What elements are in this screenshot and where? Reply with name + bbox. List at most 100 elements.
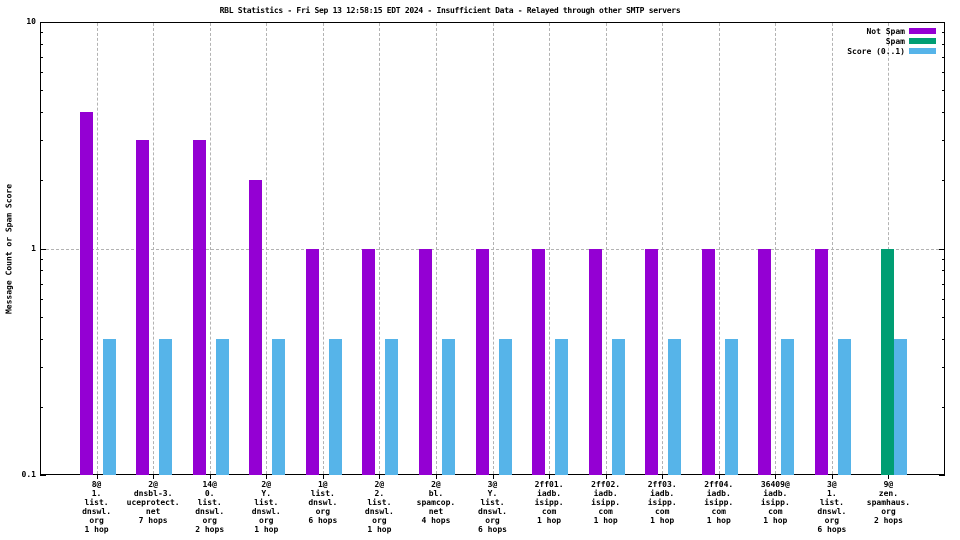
x-tick bbox=[492, 475, 494, 479]
bar-not-spam bbox=[136, 140, 150, 475]
bar-score-0-1 bbox=[385, 338, 399, 475]
bar-score-0-1 bbox=[781, 338, 795, 475]
y-minor-tick bbox=[40, 90, 43, 92]
legend: Not Spam Spam Score (0..1) bbox=[847, 26, 936, 56]
bar-score-0-1 bbox=[441, 338, 455, 475]
x-tick bbox=[379, 475, 381, 479]
x-tick bbox=[435, 475, 437, 479]
bar-score-0-1 bbox=[555, 338, 569, 475]
bar-not-spam bbox=[362, 248, 376, 475]
x-category-label: 2ff02. iadb. isipp. com 1 hop bbox=[591, 480, 621, 525]
y-minor-tick bbox=[942, 298, 945, 300]
x-category-label: 2ff04. iadb. isipp. com 1 hop bbox=[704, 480, 734, 525]
gridline-horizontal bbox=[41, 248, 944, 250]
y-minor-tick bbox=[40, 258, 43, 260]
x-tick bbox=[831, 475, 833, 479]
y-minor-tick bbox=[40, 112, 43, 114]
y-tick-label: 10 bbox=[26, 17, 36, 26]
bar-not-spam bbox=[701, 248, 715, 475]
chart-title: RBL Statistics - Fri Sep 13 12:58:15 EDT… bbox=[219, 6, 681, 15]
y-tick-label: 1 bbox=[31, 243, 36, 253]
x-category-label: 2ff03. iadb. isipp. com 1 hop bbox=[647, 480, 677, 525]
x-category-label: 3@ 1. list. dnswl. org 6 hops bbox=[817, 480, 847, 534]
bar-not-spam bbox=[418, 248, 432, 475]
y-minor-tick bbox=[942, 43, 945, 45]
x-tick bbox=[153, 475, 155, 479]
legend-row-score-0-1: Score (0..1) bbox=[847, 46, 936, 56]
y-minor-tick bbox=[40, 298, 43, 300]
y-minor-tick bbox=[942, 32, 945, 34]
x-category-label: 14@ 0. list. dnswl. org 2 hops bbox=[195, 480, 225, 534]
y-minor-tick bbox=[40, 406, 43, 408]
y-minor-tick bbox=[942, 72, 945, 74]
y-minor-tick bbox=[942, 283, 945, 285]
y-minor-tick bbox=[40, 32, 43, 34]
bar-score-0-1 bbox=[159, 338, 173, 475]
y-minor-tick bbox=[942, 366, 945, 368]
bar-score-0-1 bbox=[611, 338, 625, 475]
bar-not-spam bbox=[532, 248, 546, 475]
legend-label-spam: Spam bbox=[885, 36, 905, 46]
bar-score-0-1 bbox=[724, 338, 738, 475]
x-tick bbox=[266, 475, 268, 479]
y-minor-tick bbox=[40, 72, 43, 74]
legend-row-not-spam: Not Spam bbox=[847, 26, 936, 36]
x-tick bbox=[888, 475, 890, 479]
x-category-label: 8@ 1. list. dnswl. org 1 hop bbox=[82, 480, 112, 534]
bar-score-0-1 bbox=[498, 338, 512, 475]
bar-score-0-1 bbox=[837, 338, 851, 475]
x-category-label: 3@ Y. list. dnswl. org 6 hops bbox=[478, 480, 507, 534]
legend-row-spam: Spam bbox=[847, 36, 936, 46]
x-category-label: 2@ bl. spamcop. net 4 hops bbox=[416, 480, 456, 525]
y-tick-label: 0.1 bbox=[21, 470, 36, 479]
bar-not-spam bbox=[79, 112, 93, 475]
x-category-label: 1@ list. dnswl. org 6 hops bbox=[308, 480, 338, 525]
bar-score-0-1 bbox=[215, 338, 229, 475]
x-tick bbox=[605, 475, 607, 479]
x-tick bbox=[718, 475, 720, 479]
y-minor-tick bbox=[40, 366, 43, 368]
y-major-tick bbox=[40, 475, 46, 476]
bar-spam bbox=[881, 248, 895, 475]
y-minor-tick bbox=[40, 43, 43, 45]
y-minor-tick bbox=[942, 140, 945, 142]
x-category-label: 9@ zen. spamhaus. org 2 hops bbox=[866, 480, 911, 525]
legend-swatch-not-spam bbox=[909, 28, 936, 34]
bar-not-spam bbox=[758, 248, 772, 475]
y-minor-tick bbox=[942, 57, 945, 59]
bar-not-spam bbox=[475, 248, 489, 475]
x-category-label: 2ff01. iadb. isipp. com 1 hop bbox=[534, 480, 564, 525]
bar-not-spam bbox=[814, 248, 828, 475]
x-tick bbox=[96, 475, 98, 479]
y-minor-tick bbox=[942, 270, 945, 272]
bar-not-spam bbox=[192, 140, 206, 475]
x-category-label: 36409@ iadb. isipp. com 1 hop bbox=[760, 480, 790, 525]
x-tick bbox=[549, 475, 551, 479]
y-major-tick bbox=[939, 475, 945, 476]
y-minor-tick bbox=[942, 338, 945, 340]
bar-score-0-1 bbox=[272, 338, 286, 475]
bar-not-spam bbox=[249, 180, 263, 475]
y-minor-tick bbox=[40, 57, 43, 59]
x-category-label: 2@ dnsbl-3. uceprotect. net 7 hops bbox=[126, 480, 180, 525]
y-minor-tick bbox=[40, 180, 43, 182]
bar-score-0-1 bbox=[668, 338, 682, 475]
y-minor-tick bbox=[40, 140, 43, 142]
legend-label-score-0-1: Score (0..1) bbox=[847, 46, 905, 56]
y-minor-tick bbox=[40, 338, 43, 340]
x-tick bbox=[322, 475, 324, 479]
x-tick bbox=[662, 475, 664, 479]
bar-score-0-1 bbox=[894, 338, 908, 475]
y-major-tick bbox=[40, 248, 46, 250]
legend-label-not-spam: Not Spam bbox=[866, 26, 905, 36]
bar-not-spam bbox=[305, 248, 319, 475]
y-minor-tick bbox=[942, 316, 945, 318]
legend-swatch-spam bbox=[909, 38, 936, 44]
bar-not-spam bbox=[588, 248, 602, 475]
y-major-tick bbox=[40, 22, 46, 23]
y-minor-tick bbox=[40, 316, 43, 318]
x-category-label: 2@ 2. list. dnswl. org 1 hop bbox=[364, 480, 394, 534]
y-minor-tick bbox=[40, 270, 43, 272]
bar-not-spam bbox=[645, 248, 659, 475]
